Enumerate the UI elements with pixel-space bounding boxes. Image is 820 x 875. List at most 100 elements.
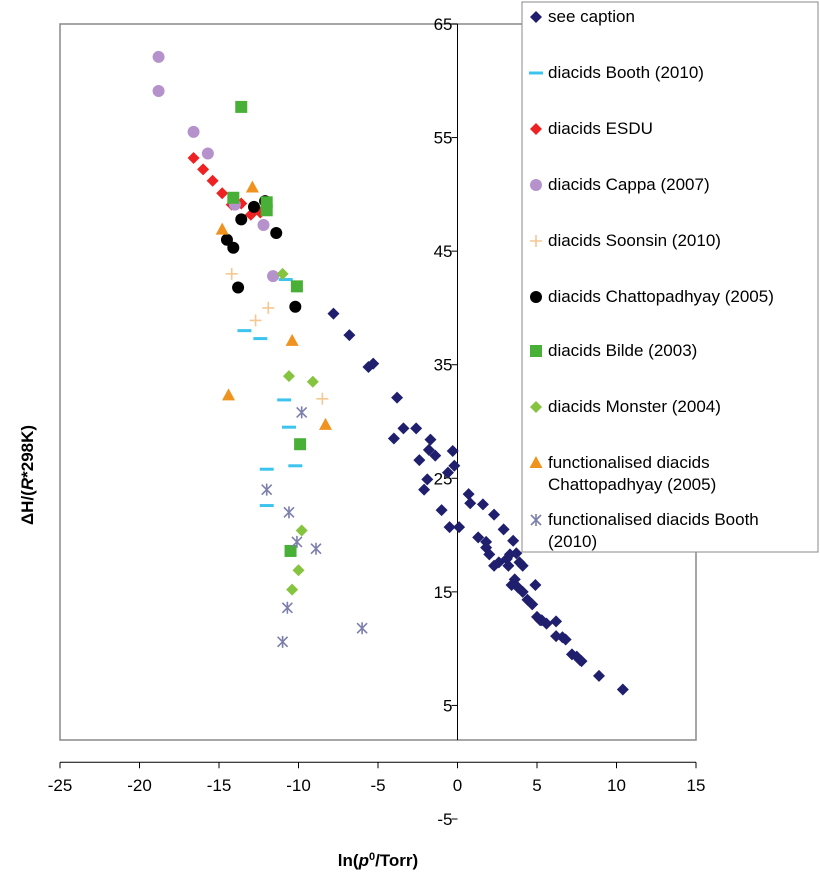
data-point-series-4 [187, 125, 200, 138]
data-point-series-7 [227, 191, 240, 204]
data-point-series-3 [197, 163, 210, 176]
data-point-series-8 [276, 267, 289, 280]
data-point-series-5 [249, 314, 262, 327]
data-point-series-1 [464, 497, 477, 510]
data-point-series-1 [448, 459, 461, 472]
data-point-series-10 [291, 535, 303, 548]
data-point-series-1 [391, 391, 404, 404]
data-point-series-1 [575, 655, 588, 668]
legend-label: functionalised diacids Chattopadhyay (200… [548, 453, 716, 494]
legend-marker [530, 401, 542, 413]
data-point-series-1 [424, 433, 437, 446]
data-point-series-1 [616, 683, 629, 696]
data-point-series-7 [294, 438, 307, 451]
data-point-series-6 [227, 241, 240, 254]
data-point-series-1 [441, 466, 454, 479]
data-point-series-3 [206, 174, 219, 187]
data-point-series-9 [319, 417, 333, 430]
data-point-series-8 [286, 583, 299, 596]
x-tick-label: -10 [286, 776, 311, 795]
data-point-series-1 [435, 504, 448, 517]
legend-marker [529, 456, 543, 468]
legend-marker [530, 345, 542, 357]
data-point-series-10 [281, 601, 293, 614]
data-point-series-7 [284, 544, 297, 557]
data-point-series-6 [235, 213, 248, 226]
data-point-series-1 [367, 357, 380, 370]
data-point-series-3 [187, 152, 200, 165]
data-point-series-4 [267, 270, 280, 283]
legend-label: diacids ESDU [548, 119, 653, 138]
x-tick-label: 10 [607, 776, 626, 795]
data-point-series-1 [510, 547, 523, 560]
legend-marker [530, 291, 542, 303]
data-point-series-1 [529, 579, 542, 592]
x-tick-label: 0 [453, 776, 462, 795]
legend-label: diacids Soonsin (2010) [548, 231, 721, 250]
data-point-series-3 [216, 187, 229, 200]
y-axis-title: ΔH/(R*298K) [18, 425, 37, 525]
data-point-series-4 [152, 85, 165, 98]
data-point-series-1 [443, 521, 456, 534]
legend-marker [530, 179, 542, 191]
data-point-series-1 [421, 473, 434, 486]
data-point-series-10 [296, 406, 308, 419]
data-point-series-6 [247, 200, 260, 213]
data-point-series-9 [285, 333, 299, 346]
legend-label: diacids Booth (2010) [548, 63, 704, 82]
legend-marker [530, 123, 542, 135]
y-tick-label: 5 [443, 696, 452, 715]
data-point-series-1 [488, 508, 501, 521]
y-tick-label: 15 [434, 583, 453, 602]
y-tick-label: 35 [434, 356, 453, 375]
legend-label: functionalised diacids Booth (2010) [548, 510, 759, 551]
data-point-series-1 [343, 329, 356, 342]
data-point-series-8 [295, 524, 308, 537]
data-point-series-1 [526, 598, 539, 611]
data-points [152, 50, 629, 696]
y-tick-label: 45 [434, 242, 453, 261]
x-tick-label: -20 [127, 776, 152, 795]
data-point-series-4 [152, 50, 165, 63]
data-point-series-1 [387, 432, 400, 445]
y-tick-label: 55 [434, 129, 453, 148]
data-point-series-4 [201, 147, 214, 160]
x-tick-label: -5 [370, 776, 385, 795]
data-point-series-6 [232, 281, 245, 294]
data-point-series-1 [559, 633, 572, 646]
y-tick-label: -5 [437, 810, 452, 829]
data-point-series-5 [225, 267, 238, 280]
data-point-series-9 [245, 180, 259, 193]
y-tick-label: 65 [434, 15, 453, 34]
data-point-series-1 [429, 449, 442, 462]
data-point-series-1 [483, 548, 496, 561]
legend-items: see caption diacids Booth (2010) diacids E… [529, 7, 774, 551]
data-point-series-8 [306, 375, 319, 388]
data-point-series-10 [283, 506, 295, 519]
data-point-series-1 [516, 559, 529, 572]
data-point-series-1 [472, 531, 485, 544]
data-point-series-10 [261, 483, 273, 496]
data-point-series-6 [289, 300, 302, 313]
legend-label: see caption [548, 7, 635, 26]
data-point-series-1 [410, 422, 423, 435]
x-tick-label: -15 [207, 776, 232, 795]
legend-label: diacids Chattopadhyay (2005) [548, 287, 774, 306]
data-point-series-1 [476, 498, 489, 511]
data-point-series-1 [462, 488, 475, 501]
data-point-series-9 [215, 222, 229, 235]
data-point-series-1 [593, 669, 606, 682]
data-point-series-1 [497, 523, 510, 536]
data-point-series-5 [316, 392, 329, 405]
x-tick-label: 15 [687, 776, 706, 795]
data-point-series-1 [397, 422, 410, 435]
legend-label: diacids Cappa (2007) [548, 175, 710, 194]
data-point-series-10 [356, 622, 368, 635]
data-point-series-7 [235, 100, 248, 113]
data-point-series-8 [282, 370, 295, 383]
data-point-series-7 [290, 280, 303, 293]
data-point-series-1 [446, 445, 459, 458]
data-point-series-1 [453, 521, 466, 534]
data-point-series-1 [550, 615, 563, 628]
